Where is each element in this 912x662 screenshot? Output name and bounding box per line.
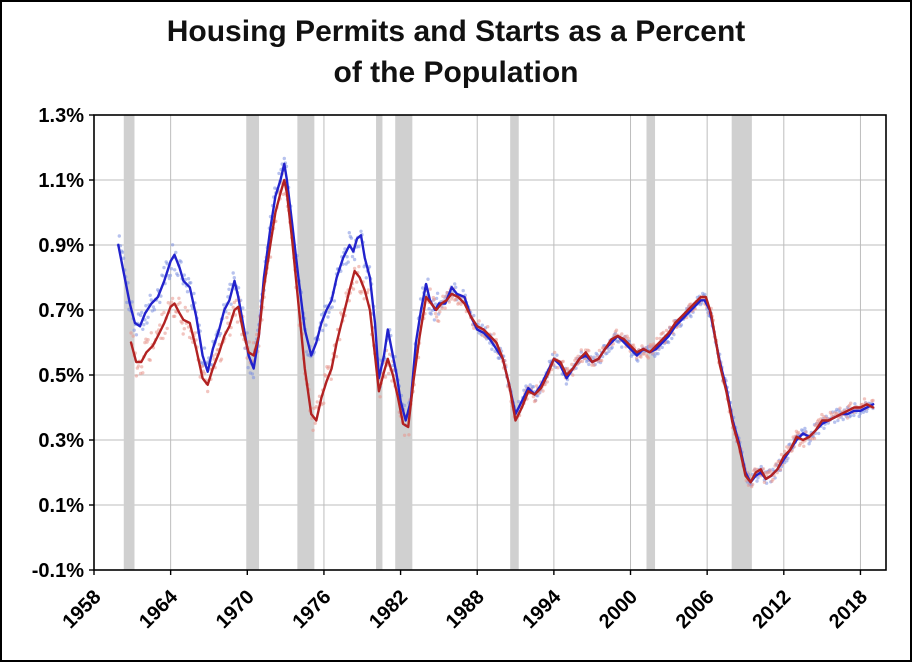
x-tick-label: 2018 [825,586,872,633]
y-tick-label: 0.3% [38,430,84,452]
x-tick-label: 1958 [59,586,106,633]
y-tick-label: 1.3% [38,105,84,127]
x-tick-label: 2000 [595,586,642,633]
line-starts [129,178,875,484]
y-tick-label: 0.7% [38,300,84,322]
x-tick-label: 1982 [365,586,412,633]
x-tick-label: 1988 [442,586,489,633]
x-tick-label: 1976 [288,586,335,633]
y-tick-label: 0.5% [38,365,84,387]
x-tick-label: 1994 [518,585,566,633]
x-tick-label: 2006 [672,586,719,633]
x-tick-label: 2012 [748,586,795,633]
y-tick-label: 1.1% [38,170,84,192]
y-tick-label: 0.1% [38,495,84,517]
y-tick-label: -0.1% [32,560,84,582]
x-tick-label: 1964 [135,585,183,633]
x-tick-label: 1970 [212,586,259,633]
y-tick-label: 0.9% [38,235,84,257]
